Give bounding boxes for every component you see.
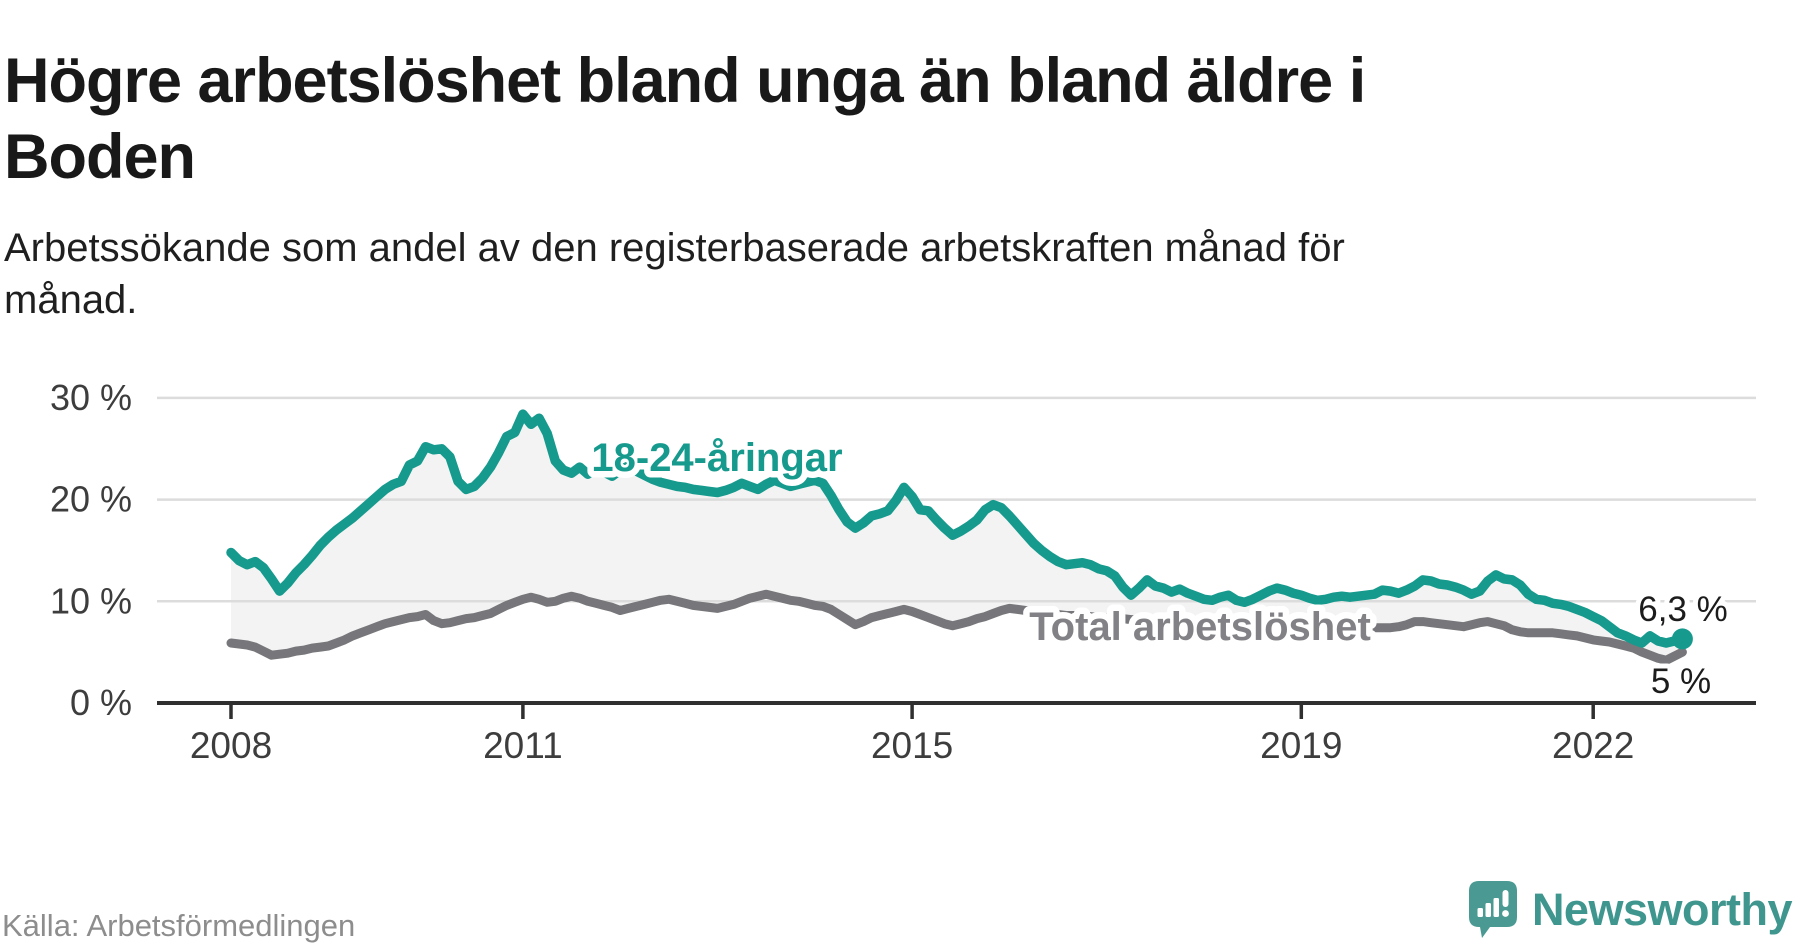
logo-wordmark: Newsworthy xyxy=(1531,884,1793,935)
x-tick-label-2008: 2008 xyxy=(190,725,272,766)
youth-series-label: 18-24-åringar xyxy=(591,436,842,480)
youth-unemployment-line xyxy=(226,409,1688,648)
y-tick-label-20: 20 % xyxy=(50,479,132,520)
page-title: Högre arbetslöshet bland unga än bland ä… xyxy=(4,46,1366,192)
y-tick-label-10: 10 % xyxy=(50,580,132,621)
speech-bubble-bar-chart-icon xyxy=(1468,881,1517,938)
youth-end-dot xyxy=(1671,628,1693,650)
y-tick-label-30: 30 % xyxy=(50,377,132,418)
newsworthy-logo: Newsworthy xyxy=(1468,880,1793,940)
total-unemployment-line xyxy=(226,589,1687,665)
x-tick-label-2019: 2019 xyxy=(1260,725,1342,766)
total-end-value-label: 5 % xyxy=(1651,662,1711,701)
youth-end-value-label: 6,3 % xyxy=(1638,590,1728,629)
source-note: Källa: Arbetsförmedlingen xyxy=(2,908,356,943)
y-tick-label-0: 0 % xyxy=(70,682,132,723)
chart-subtitle: Arbetssökande som andel av den registerb… xyxy=(4,226,1345,322)
total-series-label: Total arbetslöshet xyxy=(1029,605,1371,649)
x-tick-label-2015: 2015 xyxy=(871,725,953,766)
x-tick-label-2022: 2022 xyxy=(1552,725,1634,766)
x-tick-label-2011: 2011 xyxy=(483,725,563,766)
